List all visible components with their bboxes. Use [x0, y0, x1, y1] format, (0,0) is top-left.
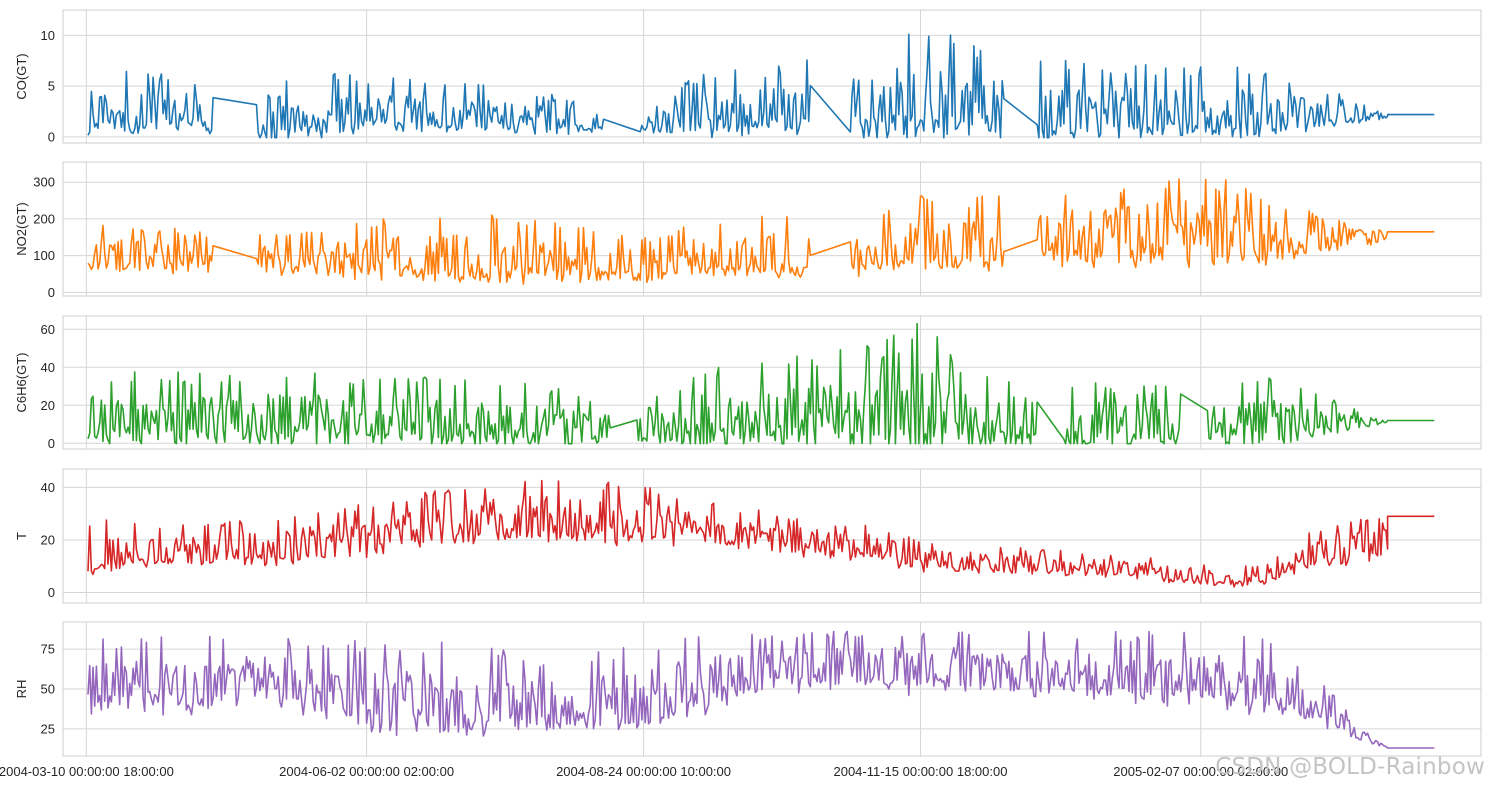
y-tick-label: 40 — [41, 480, 55, 495]
subplot-4: 0 20 40 T — [14, 468, 1482, 604]
x-tick-label: 2004-06-02 00:00:00 02:00:00 — [279, 764, 454, 779]
y-tick-label: 100 — [33, 248, 55, 263]
series-line-RH — [87, 630, 1435, 749]
y-axis-label: RH — [14, 680, 29, 699]
y-axis-label: CO(GT) — [14, 53, 29, 99]
y-tick-label: 5 — [48, 79, 55, 94]
series-line-C6H6(GT) — [87, 322, 1435, 445]
y-tick-label: 75 — [41, 642, 55, 657]
y-tick-label: 0 — [48, 436, 55, 451]
y-tick-label: 200 — [33, 211, 55, 226]
subplot-1: 0 5 10 CO(GT) — [14, 9, 1482, 144]
y-tick-label: 0 — [48, 129, 55, 144]
axes-frame — [62, 621, 1482, 757]
y-tick-label: 0 — [48, 585, 55, 600]
y-tick-label: 20 — [41, 532, 55, 547]
y-tick-label: 0 — [48, 285, 55, 300]
y-axis-label: C6H6(GT) — [14, 353, 29, 413]
y-tick-label: 50 — [41, 682, 55, 697]
series-line-T — [87, 479, 1435, 588]
axes-frame — [62, 468, 1482, 604]
y-tick-label: 300 — [33, 175, 55, 190]
y-axis-label: NO2(GT) — [14, 202, 29, 255]
y-tick-label: 25 — [41, 721, 55, 736]
y-axis-label: T — [14, 532, 29, 540]
subplot-3: 0 20 40 60 C6H6(GT) — [14, 315, 1482, 451]
axes-frame — [62, 9, 1482, 144]
watermark: CSDN @BOLD-Rainbow — [1215, 754, 1485, 780]
x-tick-label: 2005-02-07 00:00:00 02:00:00 — [1113, 764, 1288, 779]
axes-frame — [62, 315, 1482, 450]
series-line-CO(GT) — [87, 33, 1435, 139]
x-tick-label: 2004-11-15 00:00:00 18:00:00 — [833, 764, 1007, 779]
subplot-5: 25 50 75 RH — [14, 621, 1482, 757]
x-tick-label: 2004-03-10 00:00:00 18:00:00 — [0, 764, 174, 779]
y-tick-label: 20 — [41, 398, 55, 413]
subplot-2: 0 100 200 300 NO2(GT) — [14, 161, 1482, 300]
axes-frame — [62, 161, 1482, 297]
x-tick-label: 2004-08-24 00:00:00 10:00:00 — [556, 764, 731, 779]
y-tick-label: 10 — [41, 28, 55, 43]
y-tick-label: 60 — [41, 322, 55, 337]
series-line-NO2(GT) — [87, 178, 1435, 285]
y-tick-label: 40 — [41, 360, 55, 375]
